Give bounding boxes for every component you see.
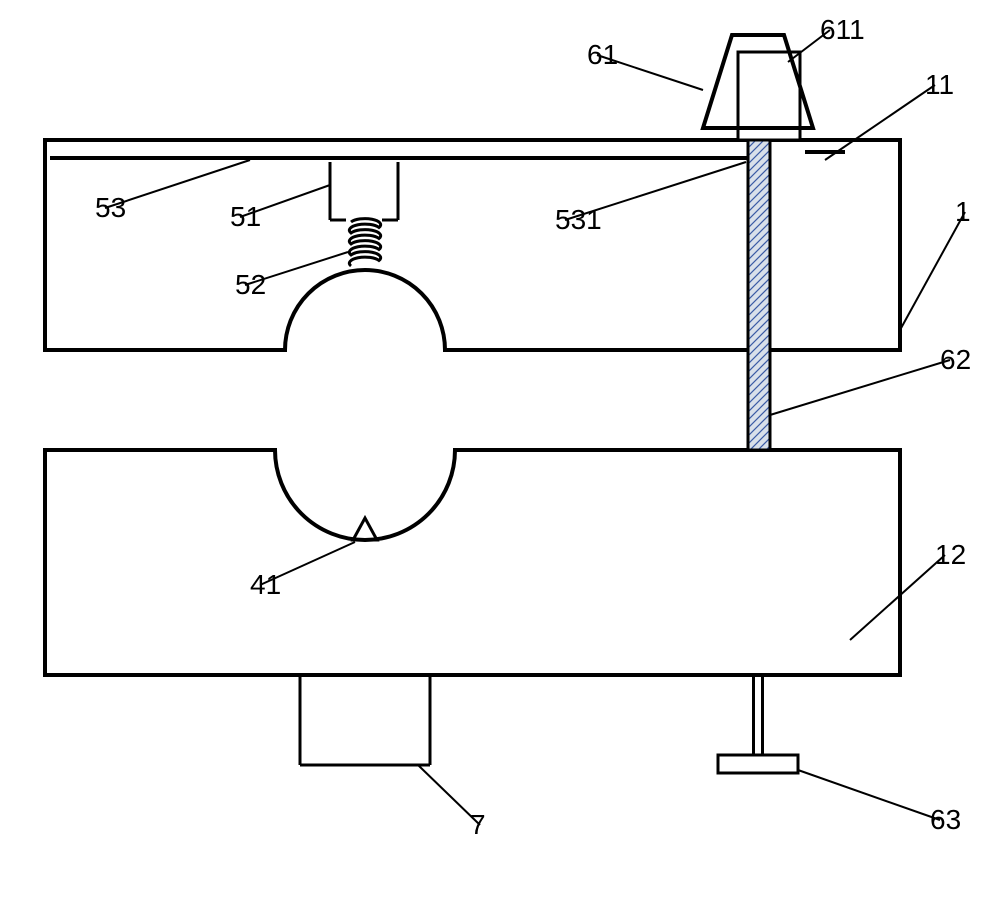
label-l51: 51: [230, 201, 261, 233]
label-l12: 12: [935, 539, 966, 571]
leader-l12: [850, 555, 945, 640]
label-l1: 1: [955, 196, 971, 228]
lower-block: [45, 450, 900, 675]
leader-l62: [770, 360, 950, 415]
foot-disc-63: [718, 755, 798, 773]
label-l611: 611: [820, 14, 865, 46]
label-l531: 531: [555, 204, 602, 236]
diagram-canvas: [0, 0, 1000, 907]
leader-l1: [900, 212, 965, 330]
screw-shaft-62: [748, 140, 770, 450]
label-l11: 11: [925, 69, 954, 101]
coil-52: [349, 219, 380, 266]
label-l7: 7: [470, 809, 486, 841]
label-l62: 62: [940, 344, 971, 376]
label-l52: 52: [235, 269, 266, 301]
label-l61: 61: [587, 39, 618, 71]
label-l41: 41: [250, 569, 281, 601]
leader-l63: [798, 770, 940, 820]
label-l53: 53: [95, 192, 126, 224]
leader-l11: [825, 85, 935, 160]
notch-41: [353, 518, 377, 540]
leader-l53: [105, 160, 250, 208]
label-l63: 63: [930, 804, 961, 836]
upper-block: [45, 140, 900, 350]
